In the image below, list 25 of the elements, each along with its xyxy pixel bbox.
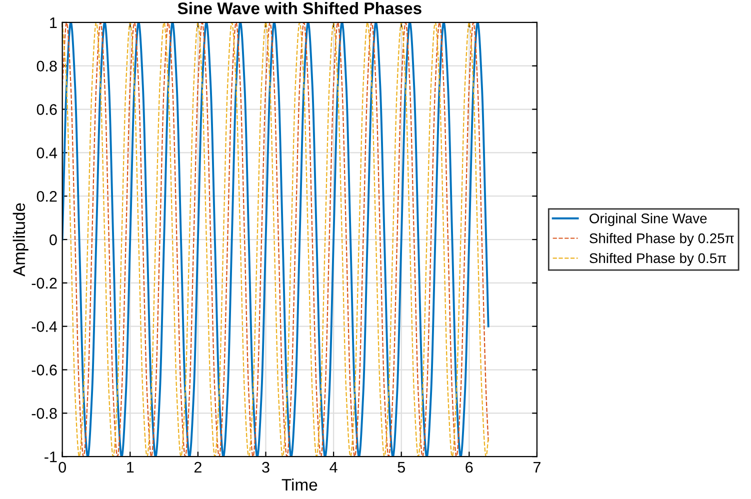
y-tick-label: -0.6 — [32, 364, 57, 376]
x-tick-label: 5 — [398, 462, 405, 473]
x-tick-label: 7 — [534, 462, 540, 473]
x-tick-label: 4 — [330, 462, 338, 473]
y-tick-label: 0.8 — [36, 60, 57, 72]
legend-label: Shifted Phase by 0.25π — [590, 233, 734, 246]
legend-label: Original Sine Wave — [590, 213, 707, 226]
x-tick-label: 0 — [58, 462, 66, 473]
x-axis-title: Time — [282, 478, 318, 491]
x-tick-label: 6 — [466, 462, 473, 473]
x-tick-label: 1 — [127, 462, 134, 473]
y-tick-label: 0.4 — [36, 148, 58, 158]
y-axis-title: Amplitude — [12, 203, 28, 277]
x-tick-label: 2 — [194, 462, 202, 473]
y-tick-label: 0.6 — [36, 104, 57, 115]
x-tick-label: 3 — [262, 462, 270, 473]
y-tick-label: -1 — [44, 452, 57, 462]
legend-label: Shifted Phase by 0.5π — [590, 252, 726, 266]
y-tick-label: 1 — [50, 17, 57, 28]
y-tick-label: -0.2 — [32, 278, 57, 289]
y-tick-label: -0.8 — [32, 408, 57, 419]
y-tick-label: 0.2 — [36, 190, 57, 202]
chart-title: Sine Wave with Shifted Phases — [178, 2, 422, 14]
y-tick-label: 0 — [50, 234, 57, 246]
y-tick-label: -0.4 — [32, 321, 58, 332]
